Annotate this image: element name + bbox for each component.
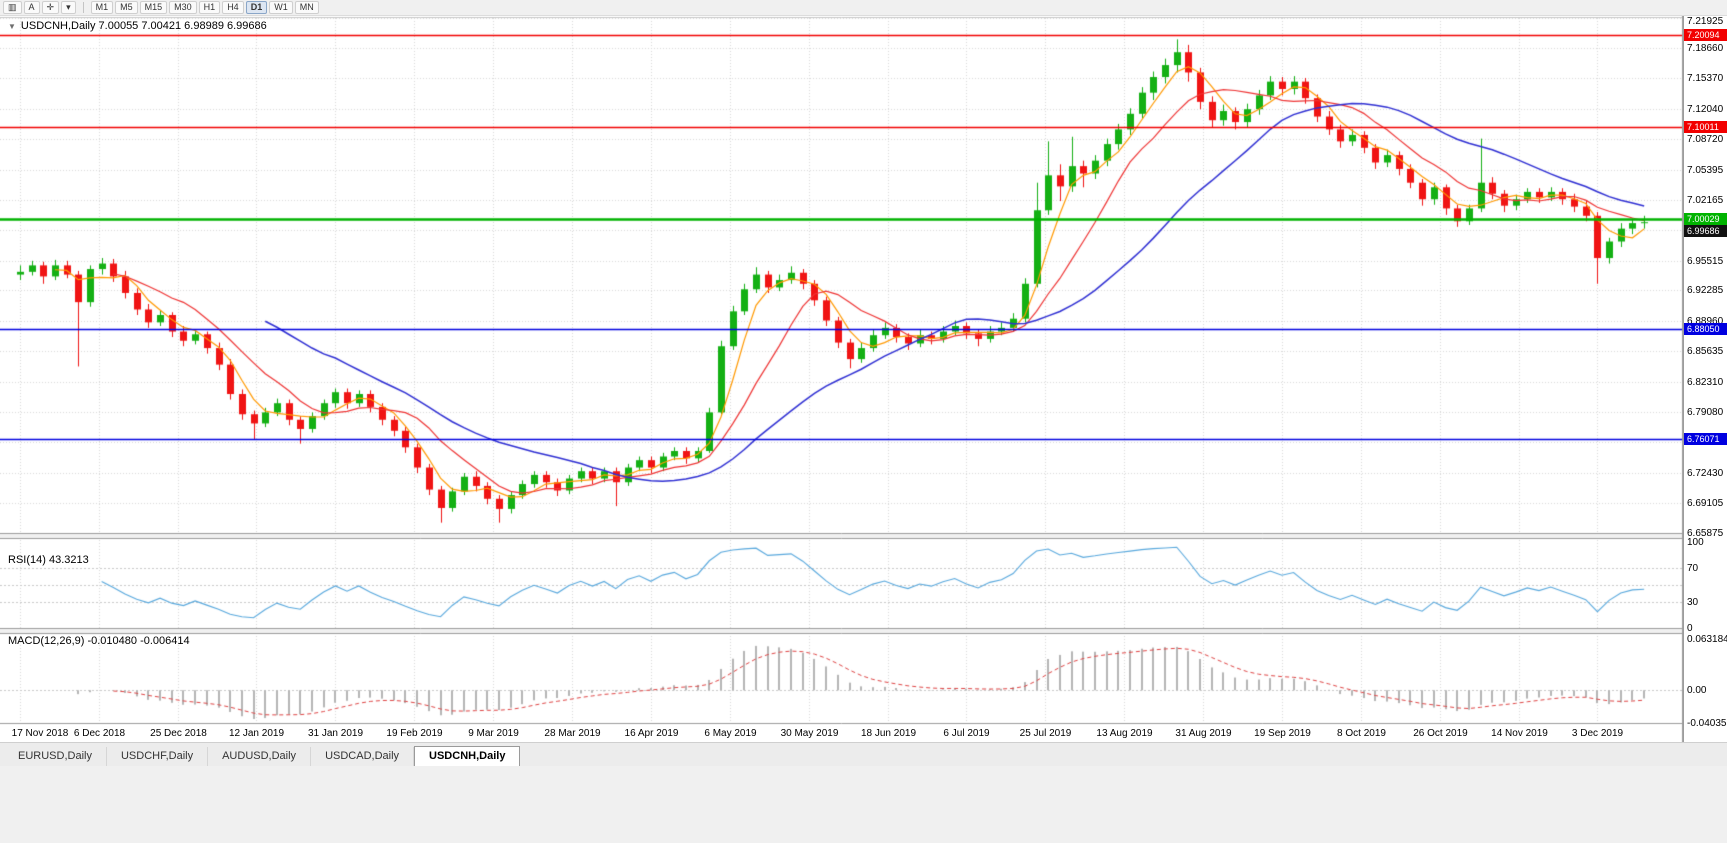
tab-eurusd[interactable]: EURUSD,Daily <box>4 747 107 766</box>
level-price-tag[interactable]: 6.76071 <box>1684 433 1727 446</box>
time-axis-label: 19 Feb 2019 <box>386 728 443 739</box>
price-axis-label: 7.02165 <box>1687 194 1724 206</box>
dropdown-arrow-icon[interactable]: ▾ <box>61 1 76 14</box>
time-axis-label: 30 May 2019 <box>780 728 839 739</box>
time-axis[interactable]: 17 Nov 2018 6 Dec 2018 25 Dec 2018 12 Jan 2… <box>0 726 1683 742</box>
rsi-label: RSI(14) 43.3213 <box>8 554 89 566</box>
price-axis-label: 7.05395 <box>1687 164 1724 176</box>
crosshair-icon[interactable]: ✛ <box>41 1 60 14</box>
timeframe-button-d1[interactable]: D1 <box>245 1 268 14</box>
time-axis-label: 3 Dec 2019 <box>1571 728 1624 739</box>
price-axis-label: 7.21925 <box>1687 16 1724 27</box>
macd-axis-label: -0.040355 <box>1687 718 1727 729</box>
timeframe-button-w1[interactable]: W1 <box>269 1 293 14</box>
time-axis-label: 13 Aug 2019 <box>1096 728 1153 739</box>
macd-axis-label: 0.00 <box>1687 685 1707 697</box>
price-axis-label: 7.08720 <box>1687 134 1724 146</box>
level-price-tag[interactable]: 7.00029 <box>1684 213 1727 226</box>
time-axis-label: 6 Dec 2018 <box>73 728 126 739</box>
time-axis-label: 31 Aug 2019 <box>1175 728 1232 739</box>
price-axis-label: 6.82310 <box>1687 376 1724 388</box>
time-axis-label: 31 Jan 2019 <box>307 728 364 739</box>
time-axis-label: 26 Oct 2019 <box>1413 728 1468 739</box>
price-axis-label: 6.69105 <box>1687 498 1724 510</box>
time-axis-label: 6 Jul 2019 <box>943 728 990 739</box>
price-axis-label: 6.72430 <box>1687 467 1724 479</box>
timeframe-button-mn[interactable]: MN <box>294 1 319 14</box>
timeframe-button-h4[interactable]: H4 <box>222 1 244 14</box>
level-price-tag[interactable]: 7.10011 <box>1684 121 1727 134</box>
toolbar-icons: ▥ A ✛ ▾ <box>3 1 76 14</box>
time-axis-label: 12 Jan 2019 <box>228 728 285 739</box>
chart-title: ▼ USDCNH,Daily 7.00055 7.00421 6.98989 6… <box>8 20 267 32</box>
timeframe-button-h1[interactable]: H1 <box>198 1 221 14</box>
toolbar-timeframes: M1 M5 M15 M30 H1 H4 D1 W1 MN <box>90 1 319 14</box>
timeframe-button-m30[interactable]: M30 <box>169 1 197 14</box>
price-chart-canvas[interactable] <box>0 16 1683 742</box>
time-axis-label: 18 Jun 2019 <box>860 728 917 739</box>
chart-region: ▼ USDCNH,Daily 7.00055 7.00421 6.98989 6… <box>0 16 1727 742</box>
time-axis-label: 9 Mar 2019 <box>468 728 519 739</box>
price-axis-label: 7.15370 <box>1687 73 1724 85</box>
annotations-icon[interactable]: A <box>23 1 40 14</box>
macd-label: MACD(12,26,9) -0.010480 -0.006414 <box>8 635 190 647</box>
macd-axis-label: 0.063184 <box>1687 634 1727 645</box>
level-price-tag[interactable]: 7.20094 <box>1684 28 1727 41</box>
time-axis-label: 19 Sep 2019 <box>1254 728 1311 739</box>
price-axis-label: 6.85635 <box>1687 346 1724 358</box>
chart-tabs-bar: EURUSD,Daily USDCHF,Daily AUDUSD,Daily USDC… <box>0 742 1727 766</box>
price-axis-label: 6.65875 <box>1687 528 1724 539</box>
tab-audusd[interactable]: AUDUSD,Daily <box>208 747 312 766</box>
timeframe-button-m15[interactable]: M15 <box>139 1 168 14</box>
price-axis-label: 6.95515 <box>1687 255 1724 267</box>
time-axis-label: 25 Jul 2019 <box>1019 728 1072 739</box>
window-bottom-area <box>0 766 1727 843</box>
price-axis[interactable]: 7.21925 7.18660 7.15370 7.12040 7.08720 7.053… <box>1683 16 1727 742</box>
timeframe-button-m1[interactable]: M1 <box>90 1 114 14</box>
price-axis-label: 6.92285 <box>1687 285 1724 297</box>
candlestick-chart-icon[interactable]: ▥ <box>3 1 22 14</box>
tab-usdcnh[interactable]: USDCNH,Daily <box>414 746 521 766</box>
price-axis-label: 6.88960 <box>1687 315 1724 327</box>
toolbar: ▥ A ✛ ▾ M1 M5 M15 M30 H1 H4 D1 W1 MN <box>0 0 1727 16</box>
rsi-axis-label: 70 <box>1687 562 1699 574</box>
chart-menu-arrow-icon[interactable]: ▼ <box>8 21 16 31</box>
time-axis-label: 14 Nov 2019 <box>1491 728 1548 739</box>
chart-title-text: USDCNH,Daily 7.00055 7.00421 6.98989 6.9… <box>20 20 267 32</box>
time-axis-label: 25 Dec 2018 <box>150 728 207 739</box>
price-axis-label: 6.79080 <box>1687 406 1724 418</box>
toolbar-separator <box>82 2 84 13</box>
tab-usdcad[interactable]: USDCAD,Daily <box>311 747 415 766</box>
time-axis-label: 6 May 2019 <box>704 728 757 739</box>
time-axis-label: 17 Nov 2018 <box>11 728 69 739</box>
rsi-axis-label: 0 <box>1687 623 1693 634</box>
price-axis-label: 7.18660 <box>1687 42 1724 54</box>
rsi-axis-label: 100 <box>1687 537 1704 548</box>
level-price-tag[interactable]: 6.88050 <box>1684 323 1727 336</box>
rsi-axis-label: 30 <box>1687 597 1699 609</box>
tab-usdchf[interactable]: USDCHF,Daily <box>107 747 209 766</box>
price-axis-label: 7.12040 <box>1687 103 1724 115</box>
time-axis-label: 16 Apr 2019 <box>624 728 679 739</box>
current-price-tag[interactable]: 6.99686 <box>1684 225 1727 238</box>
timeframe-button-m5[interactable]: M5 <box>115 1 138 14</box>
time-axis-label: 28 Mar 2019 <box>544 728 601 739</box>
time-axis-label: 8 Oct 2019 <box>1337 728 1386 739</box>
